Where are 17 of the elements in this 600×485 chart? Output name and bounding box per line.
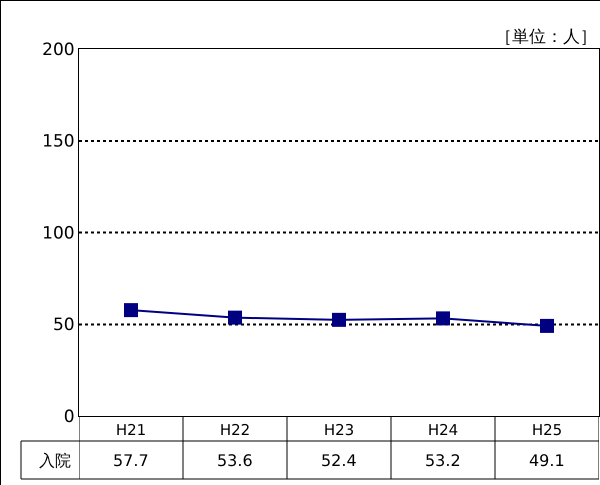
data-label: 57.7 (113, 451, 149, 470)
text: 入院 (39, 451, 71, 470)
data-label: 53.6 (217, 451, 253, 470)
x-tick-label: H22 (220, 421, 250, 439)
x-tick-label: H23 (324, 421, 354, 439)
y-tick-label: 50 (52, 315, 75, 336)
data-label: 53.2 (425, 451, 461, 470)
x-tick-label: H25 (532, 421, 562, 439)
x-tick-label: H21 (116, 421, 146, 439)
y-tick-label: 0 (64, 406, 75, 427)
y-tick-label: 100 (42, 223, 75, 244)
y-tick-label: 200 (42, 40, 75, 60)
y-tick-label: 150 (42, 132, 75, 152)
text: ［単位：人］ (495, 27, 597, 47)
data-label: 52.4 (321, 451, 357, 470)
x-tick-label: H24 (428, 421, 458, 439)
data-label: 49.1 (529, 451, 565, 470)
